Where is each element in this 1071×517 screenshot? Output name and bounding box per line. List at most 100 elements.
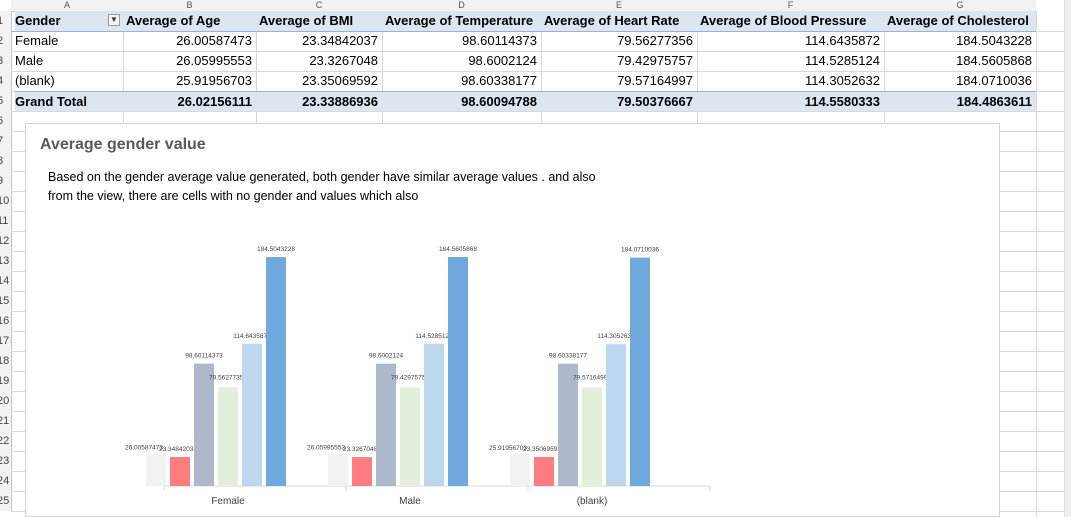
pivot-header-border	[11, 31, 1036, 32]
row-header-5[interactable]: 5	[0, 91, 12, 111]
pivot-cell[interactable]: Female	[15, 33, 59, 48]
pivot-cell[interactable]: 23.35069592	[302, 73, 378, 88]
pivot-cell[interactable]: 184.0710036	[956, 73, 1032, 88]
data-label: 23.35069592	[523, 446, 561, 453]
pivot-cell[interactable]: (blank)	[15, 73, 55, 88]
pivot-cell[interactable]: 114.6435872	[805, 33, 880, 48]
pivot-cell[interactable]: 25.91956703	[176, 73, 252, 88]
row-header-16[interactable]: 16	[0, 311, 12, 331]
pivot-column-header[interactable]: Average of Temperature	[382, 11, 541, 31]
pivot-cell[interactable]: 23.3267048	[309, 53, 378, 68]
row-header-24[interactable]: 24	[0, 471, 12, 491]
pivot-cell[interactable]: 79.42975757	[617, 53, 693, 68]
bar-blank-series-1	[534, 457, 554, 486]
chart-container[interactable]: Average gender value Based on the gender…	[25, 123, 1000, 517]
row-header-25[interactable]: 25	[0, 491, 12, 511]
pivot-cell[interactable]: 79.57164997	[617, 73, 693, 88]
data-label: 25.91956703	[489, 445, 527, 452]
gridline-horizontal	[11, 71, 1071, 72]
grand-total-cell[interactable]: 26.02156111	[123, 91, 256, 111]
pivot-cell[interactable]: Male	[15, 53, 44, 68]
bar-Female-series-3	[218, 387, 238, 486]
row-header-17[interactable]: 17	[0, 331, 12, 351]
row-header-1[interactable]: 1	[0, 11, 12, 31]
data-label: 114.6435872	[233, 333, 271, 340]
bar-Male-series-1	[352, 457, 372, 486]
pivot-cell[interactable]: 79.56277356	[617, 33, 693, 48]
bar-Male-series-0	[328, 453, 348, 486]
bar-Female-series-2	[194, 363, 214, 486]
grand-total-cell[interactable]: 114.5580333	[697, 91, 884, 111]
row-header-6[interactable]: 6	[0, 111, 12, 131]
row-header-22[interactable]: 22	[0, 431, 12, 451]
row-header-19[interactable]: 19	[0, 371, 12, 391]
row-header-15[interactable]: 15	[0, 291, 12, 311]
data-label: 79.57164997	[573, 374, 611, 381]
row-header-20[interactable]: 20	[0, 391, 12, 411]
grand-total-cell[interactable]: 23.33886936	[256, 91, 382, 111]
row-header-23[interactable]: 23	[0, 451, 12, 471]
grand-total-cell[interactable]: 98.60094788	[382, 91, 541, 111]
pivot-cell[interactable]: 114.3052632	[805, 73, 880, 88]
row-header-10[interactable]: 10	[0, 191, 12, 211]
data-label: 98.60114373	[185, 353, 223, 360]
bar-Female-series-0	[146, 453, 166, 486]
pivot-cell[interactable]: 26.05995553	[176, 53, 252, 68]
row-header-11[interactable]: 11	[0, 211, 12, 231]
grand-total-cell[interactable]: 79.50376667	[541, 91, 697, 111]
data-label: 98.6002124	[369, 353, 404, 360]
pivot-cell[interactable]: 184.5605868	[956, 53, 1032, 68]
category-label-Female: Female	[211, 496, 245, 507]
bar-Female-series-4	[242, 343, 262, 486]
row-header-18[interactable]: 18	[0, 351, 12, 371]
filter-dropdown-icon[interactable]: ▼	[108, 14, 120, 26]
row-header-8[interactable]: 8	[0, 151, 12, 171]
bar-Male-series-4	[424, 343, 444, 486]
bar-blank-series-0	[510, 453, 530, 486]
pivot-cell[interactable]: 98.60338177	[461, 73, 537, 88]
pivot-column-header[interactable]: Average of Cholesterol	[884, 11, 1036, 31]
row-header-7[interactable]: 7	[0, 131, 12, 151]
grand-total-cell[interactable]: Grand Total	[15, 91, 123, 111]
row-header-12[interactable]: 12	[0, 231, 12, 251]
bar-Female-series-5	[266, 257, 286, 486]
pivot-column-header[interactable]: Gender	[15, 11, 123, 31]
bar-blank-series-2	[558, 363, 578, 486]
row-header-3[interactable]: 3	[0, 51, 12, 71]
pivot-cell[interactable]: 26.00587473	[176, 33, 252, 48]
row-header-14[interactable]: 14	[0, 271, 12, 291]
pivot-cell[interactable]: 23.34842037	[302, 33, 378, 48]
bar-Male-series-2	[376, 363, 396, 486]
pivot-cell[interactable]: 184.5043228	[956, 33, 1032, 48]
row-header-4[interactable]: 4	[0, 71, 12, 91]
data-label: 79.56277356	[209, 374, 247, 381]
pivot-column-header[interactable]: Average of Heart Rate	[541, 11, 697, 31]
vertical-scrollbar[interactable]	[1064, 0, 1071, 517]
data-label: 23.34842037	[159, 446, 197, 453]
data-label: 98.60338177	[549, 353, 587, 360]
data-label: 184.5605868	[439, 246, 477, 253]
data-label: 184.5043228	[257, 246, 295, 253]
pivot-cell[interactable]: 114.5285124	[805, 53, 880, 68]
pivot-cell[interactable]: 98.6002124	[468, 53, 537, 68]
bar-blank-series-4	[606, 344, 626, 486]
row-header-2[interactable]: 2	[0, 31, 12, 51]
row-header-21[interactable]: 21	[0, 411, 12, 431]
pivot-column-header[interactable]: Average of Blood Pressure	[697, 11, 884, 31]
pivot-column-header[interactable]: Average of Age	[123, 11, 256, 31]
data-label: 114.3052632	[597, 333, 635, 340]
chart-title: Average gender value	[40, 136, 206, 153]
gridline-horizontal	[11, 111, 1071, 112]
row-header-9[interactable]: 9	[0, 171, 12, 191]
data-label: 184.0710036	[621, 247, 659, 254]
pivot-column-header[interactable]: Average of BMI	[256, 11, 382, 31]
grand-total-cell[interactable]: 184.4863611	[884, 91, 1036, 111]
data-label: 23.3267048	[343, 446, 378, 453]
data-label: 114.5285124	[415, 333, 453, 340]
bar-Male-series-3	[400, 387, 420, 486]
bar-Female-series-1	[170, 457, 190, 486]
pivot-cell[interactable]: 98.60114373	[462, 33, 537, 48]
row-header-13[interactable]: 13	[0, 251, 12, 271]
